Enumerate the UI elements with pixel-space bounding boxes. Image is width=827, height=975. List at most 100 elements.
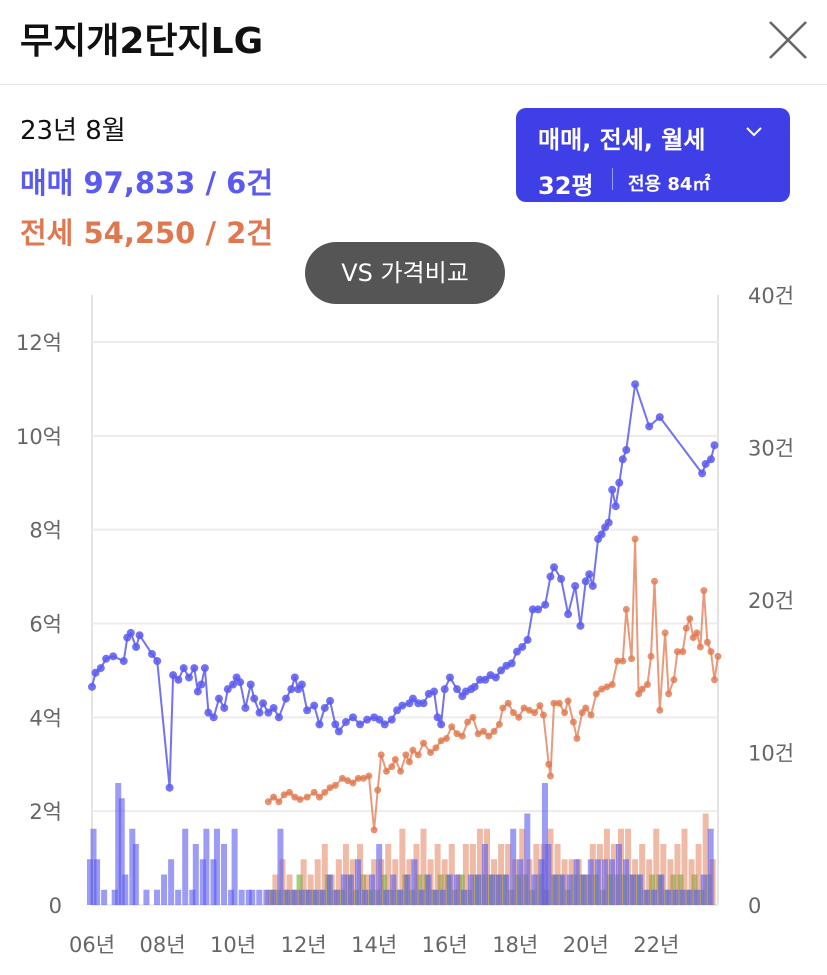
grid-lines <box>91 295 719 906</box>
jeonse-price-point <box>525 706 533 714</box>
sale-price-point <box>534 605 543 614</box>
sale-price-point <box>174 675 183 684</box>
jeonse-price-point <box>539 711 547 719</box>
jeonse-price-point <box>631 535 639 543</box>
jeonse-volume-bar <box>688 859 695 905</box>
jeonse-volume-bar <box>653 828 660 905</box>
sale-volume-bar <box>326 874 333 905</box>
sale-price-point <box>375 715 384 724</box>
sale-volume-bar <box>672 889 679 905</box>
sale-price-point <box>310 701 319 710</box>
sale-price-point <box>153 657 162 666</box>
sale-price-point <box>588 581 597 590</box>
jeonse-price-point <box>464 718 472 726</box>
sale-volume-bar <box>199 859 206 905</box>
sale-price-point <box>581 577 590 586</box>
sale-price-point <box>197 680 206 689</box>
x-tick-label: 06년 <box>69 933 115 957</box>
sale-volume-bar <box>319 889 326 905</box>
sale-price-point <box>341 718 350 727</box>
sale-price-point <box>433 713 442 722</box>
x-tick-label: 08년 <box>140 933 186 957</box>
sale-price-point <box>287 685 296 694</box>
jeonse-price-point <box>531 709 539 717</box>
y-left-tick-label: 2억 <box>29 800 62 824</box>
sale-volume-bar <box>446 874 453 905</box>
jeonse-price-point <box>310 788 318 796</box>
sale-volume-bar <box>559 874 566 905</box>
jeonse-price-point <box>442 734 450 742</box>
type-size-filter-button[interactable]: 매매, 전세, 월세 32평 전용 84㎡ <box>516 108 790 202</box>
sale-price-point <box>179 664 188 673</box>
sale-price-point <box>169 671 178 680</box>
sale-price-point <box>315 720 324 729</box>
sale-volume-bar <box>192 844 199 905</box>
sale-price-point <box>698 469 707 478</box>
y-right-tick-label: 30건 <box>748 437 794 461</box>
x-tick-label: 14년 <box>351 933 397 957</box>
jeonse-volume-bar <box>335 859 342 905</box>
sale-price-point <box>497 666 506 675</box>
sale-volume-bar <box>213 828 220 905</box>
y-left-tick-label: 12억 <box>16 331 62 355</box>
sale-price-point <box>102 654 111 663</box>
jeonse-price-point <box>638 685 646 693</box>
sale-price-point <box>209 713 218 722</box>
jeonse-price-point <box>619 657 627 665</box>
sale-price-point <box>518 642 527 651</box>
jeonse-volume-bar <box>441 859 448 905</box>
sale-volume-bar <box>305 889 312 905</box>
jeonse-price-point <box>564 697 572 705</box>
sale-volume-bar <box>245 889 252 905</box>
jeonse-price-point <box>388 763 396 771</box>
sale-price-point <box>611 502 620 511</box>
jeonse-price-point <box>338 774 346 782</box>
sale-price-point <box>576 621 585 630</box>
sale-price-point <box>557 574 566 583</box>
sale-volume-bar <box>566 874 573 905</box>
sale-volume-bar <box>700 874 707 905</box>
sale-price-point <box>419 699 428 708</box>
close-icon[interactable] <box>766 18 810 62</box>
sale-price-point <box>631 380 640 389</box>
vs-compare-button[interactable]: VS 가격비교 <box>305 242 505 304</box>
sale-volume-bar <box>453 874 460 905</box>
sale-price-point <box>645 422 654 431</box>
jeonse-volume-bar <box>695 844 702 905</box>
jeonse-price-point <box>315 793 323 801</box>
sale-volume-bar <box>481 844 488 905</box>
jeonse-price-point <box>382 767 390 775</box>
jeonse-price-point <box>285 788 293 796</box>
sale-volume-bar <box>118 798 125 905</box>
filter-types-label: 매매, 전세, 월세 <box>538 126 706 154</box>
sale-volume-bar <box>623 859 630 905</box>
sale-price-point <box>184 673 193 682</box>
sale-volume-bar <box>122 874 129 905</box>
jeonse-price-point <box>360 774 368 782</box>
sale-price-point <box>303 706 312 715</box>
sale-price-point <box>550 563 559 572</box>
sale-volume-bar <box>679 889 686 905</box>
jeonse-price-point <box>280 791 288 799</box>
sale-price-point <box>88 682 96 691</box>
sale-volume-bar <box>210 859 217 905</box>
sale-volume-bar <box>404 874 411 905</box>
sale-price-point <box>290 673 299 682</box>
sale-price-point <box>356 720 365 729</box>
jeonse-price-point <box>569 718 577 726</box>
jeonse-price-point <box>661 629 669 637</box>
jeonse-price-point <box>427 749 435 757</box>
jeonse-price-point <box>703 638 711 646</box>
jeonse-price-point <box>453 730 461 738</box>
sale-volume-bar <box>129 828 136 905</box>
sale-price-point <box>393 706 402 715</box>
sale-volume-bar <box>460 889 467 905</box>
header-bar: 무지개2단지LG <box>0 0 827 85</box>
sale-price-point <box>710 441 719 450</box>
jeonse-price-point <box>665 690 673 698</box>
sale-volume-bar <box>390 874 397 905</box>
sale-volume-bar <box>238 889 245 905</box>
sale-volume-bar <box>101 889 108 905</box>
sale-price-point <box>119 657 128 666</box>
sale-price-point <box>126 628 135 637</box>
